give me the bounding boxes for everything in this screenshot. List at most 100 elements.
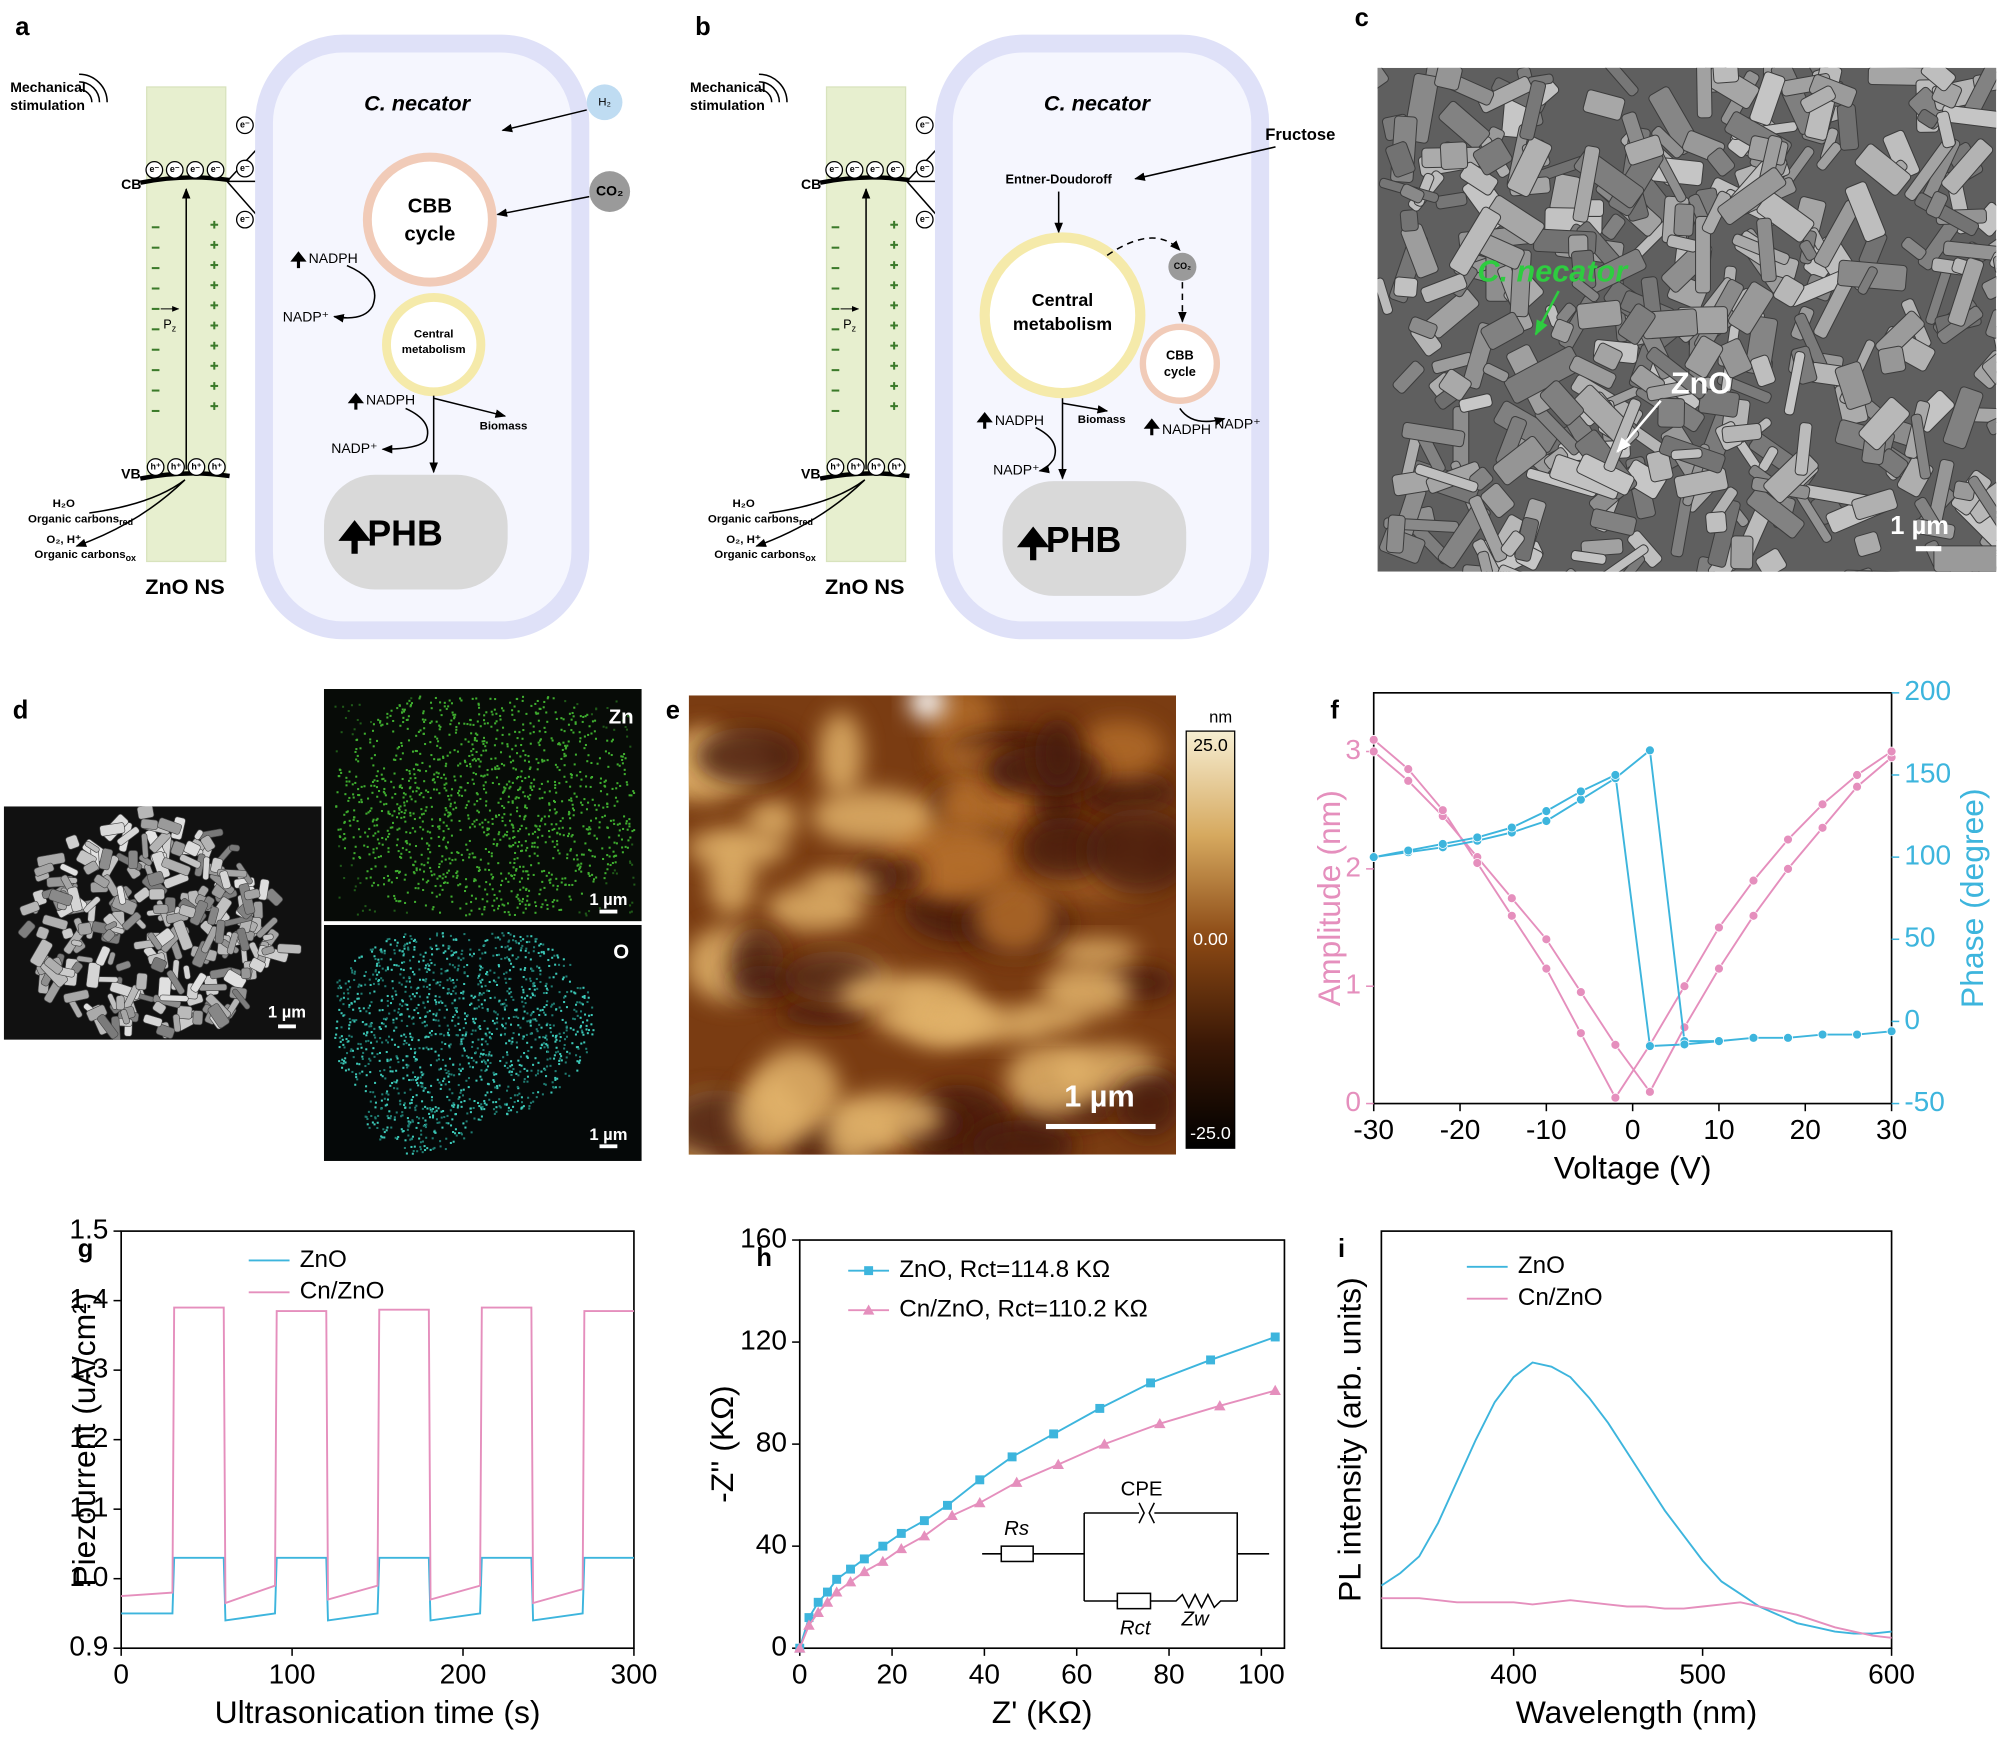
eds-dot — [397, 1092, 400, 1095]
eds-dot — [445, 824, 448, 827]
eds-dot — [474, 856, 477, 859]
eds-dot — [463, 889, 467, 893]
eds-dot — [415, 987, 418, 990]
eds-dot — [542, 992, 545, 995]
eds-dot — [409, 1138, 412, 1141]
eds-dot — [521, 897, 525, 900]
eds-dot — [468, 856, 471, 859]
electron-label: e⁻ — [920, 120, 930, 130]
eds-dot — [544, 1068, 547, 1071]
eds-dot — [569, 849, 572, 852]
eds-dot — [352, 818, 355, 821]
eds-dot — [479, 1027, 482, 1031]
eds-dot — [488, 809, 491, 812]
eds-dot — [528, 768, 531, 771]
eds-dot — [462, 1047, 465, 1050]
eds-dot — [540, 819, 543, 822]
eds-dot — [457, 722, 461, 725]
eds-dot — [500, 898, 503, 901]
eds-dot — [518, 1063, 521, 1066]
eds-dot — [571, 1042, 574, 1045]
sem-crystal — [1377, 277, 1393, 315]
eds-dot — [477, 811, 480, 814]
eds-dot — [586, 991, 589, 994]
eds-dot — [443, 787, 446, 790]
x-tick-label: 0 — [113, 1659, 129, 1690]
nadph-label: NADPH — [995, 412, 1044, 428]
eds-dot — [338, 1008, 341, 1011]
point — [1783, 1032, 1793, 1043]
eds-dot — [561, 978, 564, 981]
eds-dot — [373, 824, 376, 827]
afm-feature — [1041, 964, 1132, 1018]
eds-dot — [457, 884, 460, 887]
eds-dot — [538, 1036, 541, 1039]
eds-dot — [355, 748, 358, 751]
eds-dot — [381, 723, 384, 726]
eds-dot — [438, 728, 441, 731]
eds-dot — [356, 997, 359, 1000]
sem-crystal — [194, 829, 204, 840]
eds-dot — [403, 812, 406, 815]
eds-dot — [434, 995, 437, 998]
eds-dot — [357, 793, 360, 797]
eds-dot — [535, 712, 538, 715]
eds-dot — [358, 801, 361, 804]
eds-dot — [416, 786, 419, 789]
eds-dot — [404, 1139, 407, 1142]
eds-dot — [579, 785, 582, 788]
eds-dot — [385, 940, 388, 943]
eds-dot — [495, 1017, 498, 1020]
point — [1645, 745, 1655, 756]
eds-dot — [576, 987, 579, 990]
eds-dot — [438, 1068, 441, 1071]
eds-dot — [453, 715, 456, 719]
scale-label: 1 µm — [1890, 512, 1949, 540]
eds-dot — [422, 955, 425, 958]
eds-dot — [425, 1046, 428, 1049]
eds-dot — [508, 1070, 511, 1073]
eds-dot — [409, 1102, 412, 1105]
eds-dot — [525, 807, 528, 810]
eds-dot — [493, 971, 496, 974]
eds-dot — [351, 1070, 354, 1073]
eds-dot — [620, 755, 623, 758]
eds-dot — [517, 789, 520, 792]
eds-dot — [449, 1109, 452, 1112]
eds-dot — [569, 785, 572, 788]
eds-dot — [550, 985, 553, 988]
eds-dot — [474, 897, 477, 900]
eds-dot — [381, 1093, 384, 1096]
eds-dot — [554, 1076, 557, 1079]
eds-dot — [408, 976, 411, 979]
eds-dot — [523, 1010, 526, 1013]
y-tick-label: 3 — [1345, 734, 1361, 765]
eds-dot — [538, 1023, 541, 1026]
eds-dot — [551, 948, 554, 951]
eds-dot — [529, 794, 532, 797]
eds-dot — [389, 1084, 392, 1087]
eds-dot — [543, 1006, 546, 1009]
eds-dot — [406, 1128, 409, 1131]
biomass-label: Biomass — [480, 420, 528, 432]
x-tick-label: 100 — [269, 1659, 316, 1690]
eds-dot — [374, 958, 377, 961]
eds-dot — [536, 1072, 539, 1075]
eds-dot — [384, 779, 387, 782]
eds-dot — [418, 816, 421, 819]
eds-dot — [535, 1096, 538, 1099]
y2-tick-label: 0 — [1904, 1004, 1920, 1035]
point — [1748, 875, 1759, 886]
eds-dot — [560, 881, 563, 884]
eds-dot — [546, 780, 549, 783]
sem-crystal — [99, 822, 126, 837]
eds-dot — [520, 850, 523, 853]
eds-dot — [365, 1023, 368, 1026]
eds-dot — [460, 1038, 463, 1041]
eds-dot — [406, 727, 409, 730]
eds-dot — [495, 844, 498, 847]
eds-dot — [512, 1032, 515, 1035]
eds-dot — [578, 911, 581, 914]
eds-dot — [581, 1031, 584, 1034]
eds-dot — [539, 942, 542, 946]
